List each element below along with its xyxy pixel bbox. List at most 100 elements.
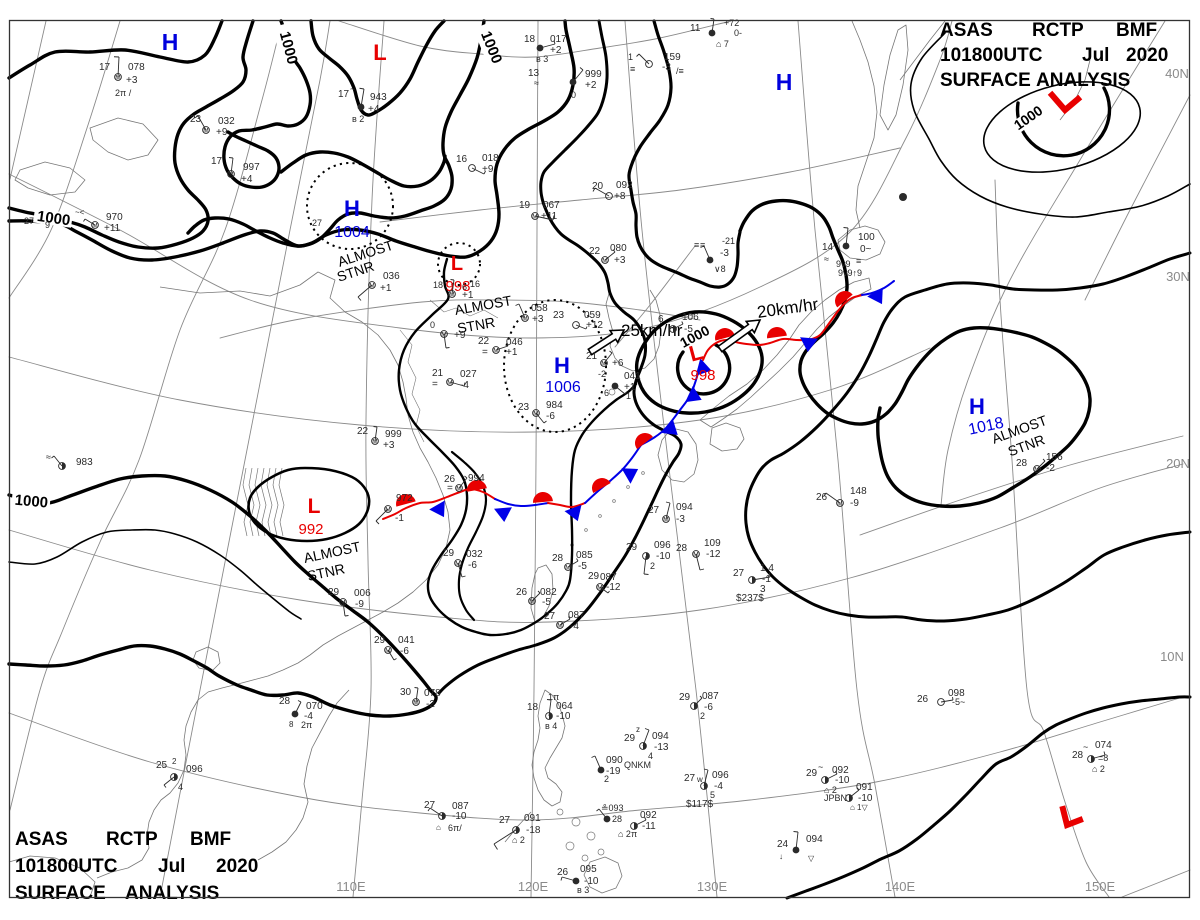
svg-text:+2: +2 xyxy=(585,80,597,91)
svg-text:-3: -3 xyxy=(720,248,729,259)
svg-text:1: 1 xyxy=(628,52,633,62)
svg-text:L: L xyxy=(373,40,386,65)
svg-text:27: 27 xyxy=(648,505,660,516)
svg-text:+8: +8 xyxy=(614,191,626,202)
svg-text:150E: 150E xyxy=(1085,879,1116,894)
svg-text:+1: +1 xyxy=(380,283,392,294)
svg-text:M: M xyxy=(385,507,390,514)
svg-text:159: 159 xyxy=(664,52,681,63)
svg-text:098: 098 xyxy=(948,688,965,699)
svg-text:1004: 1004 xyxy=(334,224,370,241)
svg-text:M: M xyxy=(413,700,418,707)
svg-text:1: 1 xyxy=(626,391,631,401)
svg-text:994: 994 xyxy=(468,473,485,484)
svg-text:+9: +9 xyxy=(216,127,228,138)
svg-text:-2: -2 xyxy=(426,699,435,710)
svg-text:+1: +1 xyxy=(462,290,474,301)
svg-text:087: 087 xyxy=(702,691,719,702)
svg-text:+6: +6 xyxy=(612,358,624,369)
svg-text:5: 5 xyxy=(710,790,715,800)
svg-text:26: 26 xyxy=(816,492,828,503)
svg-text:⌂ 2: ⌂ 2 xyxy=(1092,764,1105,774)
svg-text:⌂: ⌂ xyxy=(436,823,441,832)
svg-text:-10: -10 xyxy=(858,793,873,804)
svg-text:27: 27 xyxy=(24,216,34,226)
svg-text:16: 16 xyxy=(470,279,480,289)
svg-text:+72: +72 xyxy=(724,18,739,28)
svg-text:1006: 1006 xyxy=(545,379,581,396)
svg-text:40N: 40N xyxy=(1165,66,1189,81)
svg-text:23: 23 xyxy=(553,310,565,321)
svg-text:+11: +11 xyxy=(104,223,121,234)
svg-text:2: 2 xyxy=(172,757,177,766)
svg-text:092: 092 xyxy=(832,765,849,776)
svg-text:в 4: в 4 xyxy=(545,721,557,731)
svg-text:-5~: -5~ xyxy=(952,697,965,707)
svg-text:-21: -21 xyxy=(722,236,735,246)
svg-text:094: 094 xyxy=(806,834,823,845)
svg-text:1π: 1π xyxy=(548,692,559,702)
svg-text:-13: -13 xyxy=(654,742,669,753)
svg-text:999: 999 xyxy=(385,429,402,440)
svg-text:=8: =8 xyxy=(1098,753,1108,763)
svg-text:ASAS: ASAS xyxy=(940,20,993,41)
svg-text:-12: -12 xyxy=(706,549,721,560)
svg-text:110E: 110E xyxy=(336,879,366,894)
svg-text:≡: ≡ xyxy=(694,240,699,250)
svg-text:+3: +3 xyxy=(383,440,395,451)
svg-text:M: M xyxy=(115,75,120,82)
svg-text:29: 29 xyxy=(679,692,691,703)
svg-text:078: 078 xyxy=(424,688,441,699)
svg-text:M: M xyxy=(663,517,668,524)
svg-text:M: M xyxy=(203,128,208,135)
svg-text:▽: ▽ xyxy=(808,854,815,863)
svg-text:101800UTC: 101800UTC xyxy=(940,45,1043,66)
svg-text:ANALYSIS: ANALYSIS xyxy=(1036,70,1130,91)
svg-text:092: 092 xyxy=(640,810,657,821)
svg-text:M: M xyxy=(837,501,842,508)
svg-text:-3: -3 xyxy=(676,514,685,525)
svg-text:w: w xyxy=(696,775,703,784)
svg-text:074: 074 xyxy=(1095,740,1112,751)
svg-text:M: M xyxy=(228,172,233,179)
svg-text:+3: +3 xyxy=(614,255,626,266)
svg-text:28: 28 xyxy=(612,814,622,824)
svg-text:027: 027 xyxy=(460,369,477,380)
svg-text:4: 4 xyxy=(178,782,183,792)
svg-text:148: 148 xyxy=(850,486,867,497)
svg-text:30N: 30N xyxy=(1166,269,1190,284)
svg-text:-1: -1 xyxy=(762,574,771,585)
svg-text:27: 27 xyxy=(499,815,511,826)
svg-text:L: L xyxy=(451,253,463,275)
svg-text:⌂ 7: ⌂ 7 xyxy=(716,39,729,49)
svg-text:M: M xyxy=(369,283,374,290)
svg-text:=: = xyxy=(482,347,488,358)
svg-text:+3: +3 xyxy=(126,75,138,86)
svg-text:SURFACE: SURFACE xyxy=(15,883,106,904)
svg-text:29: 29 xyxy=(443,548,455,559)
svg-text:087: 087 xyxy=(600,572,617,583)
svg-text:27: 27 xyxy=(684,773,696,784)
svg-text:10N: 10N xyxy=(1160,649,1184,664)
svg-text:+11: +11 xyxy=(541,211,558,222)
svg-text:998: 998 xyxy=(690,367,715,384)
svg-text:087: 087 xyxy=(568,610,585,621)
svg-text:078: 078 xyxy=(128,62,145,73)
svg-text:M: M xyxy=(532,214,537,221)
svg-text:9: 9 xyxy=(45,220,50,230)
svg-text:091: 091 xyxy=(856,782,873,793)
svg-text:095: 095 xyxy=(580,864,597,875)
svg-text:25: 25 xyxy=(156,760,168,771)
svg-text:2: 2 xyxy=(604,774,609,784)
svg-text:032: 032 xyxy=(218,116,235,127)
svg-text:H: H xyxy=(776,69,793,95)
svg-text:-3: -3 xyxy=(662,62,671,73)
svg-text:M: M xyxy=(372,439,377,446)
svg-text:30: 30 xyxy=(400,687,412,698)
svg-text:006: 006 xyxy=(354,588,371,599)
svg-text:BMF: BMF xyxy=(190,829,231,850)
svg-text:≡: ≡ xyxy=(700,240,705,250)
svg-text:2020: 2020 xyxy=(216,856,258,877)
svg-text:092: 092 xyxy=(616,180,633,191)
svg-text:-6: -6 xyxy=(468,560,477,571)
